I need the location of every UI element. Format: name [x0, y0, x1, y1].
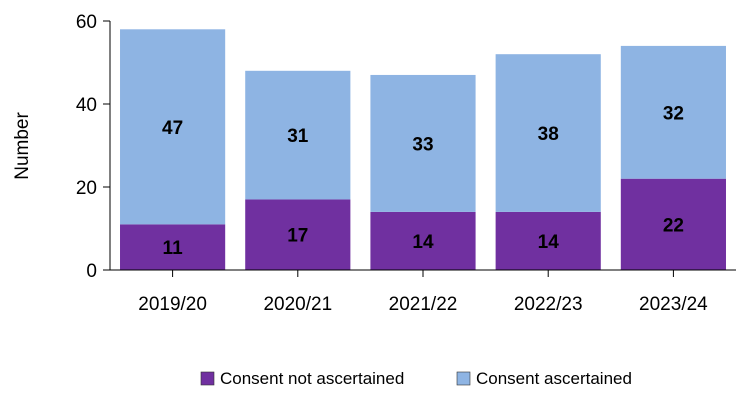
- legend: Consent not ascertained Consent ascertain…: [200, 369, 632, 388]
- y-tick-label: 20: [76, 178, 97, 199]
- data-label: 31: [287, 126, 309, 147]
- x-tick-label: 2023/24: [639, 294, 708, 315]
- data-label: 47: [162, 118, 183, 139]
- legend-label: Consent ascertained: [476, 369, 632, 388]
- data-label: 14: [538, 232, 560, 253]
- bars-group: [120, 29, 726, 270]
- y-tick-label: 60: [76, 12, 97, 33]
- y-axis-label: Number: [12, 112, 33, 180]
- data-label: 14: [412, 232, 434, 253]
- y-tick-label: 40: [76, 95, 97, 116]
- data-label: 38: [538, 124, 559, 145]
- data-label: 22: [663, 215, 684, 236]
- data-label: 33: [412, 134, 433, 155]
- x-tick-label: 2019/20: [138, 294, 207, 315]
- x-tick-label: 2021/22: [389, 294, 458, 315]
- y-tick-label: 0: [86, 261, 97, 282]
- data-label: 32: [663, 103, 684, 124]
- bar-ascertained-2019-20: [120, 29, 226, 225]
- data-label: 17: [287, 226, 308, 247]
- bar-ascertained-2023-24: [620, 45, 726, 179]
- bar-not-ascertained-2021-22: [370, 211, 476, 270]
- data-label: 11: [163, 238, 184, 259]
- bar-not-ascertained-2023-24: [620, 178, 726, 270]
- bar-ascertained-2021-22: [370, 74, 476, 212]
- bar-not-ascertained-2020-21: [245, 199, 351, 270]
- bar-not-ascertained-2019-20: [120, 224, 226, 270]
- axes-group: 0 20 40 60 2019/20 2020/21 2021/22 2022/23 2023/…: [76, 12, 736, 315]
- bar-not-ascertained-2022-23: [495, 211, 601, 270]
- bar-ascertained-2020-21: [245, 70, 351, 200]
- x-tick-label: 2022/23: [514, 294, 583, 315]
- legend-swatch: [200, 371, 215, 386]
- x-tick-label: 2020/21: [263, 294, 332, 315]
- bar-ascertained-2022-23: [495, 54, 601, 212]
- legend-label: Consent not ascertained: [220, 369, 404, 388]
- legend-swatch: [456, 371, 471, 386]
- data-labels-group: 11 47 17 31 14 33 14 38 22 32: [162, 103, 684, 259]
